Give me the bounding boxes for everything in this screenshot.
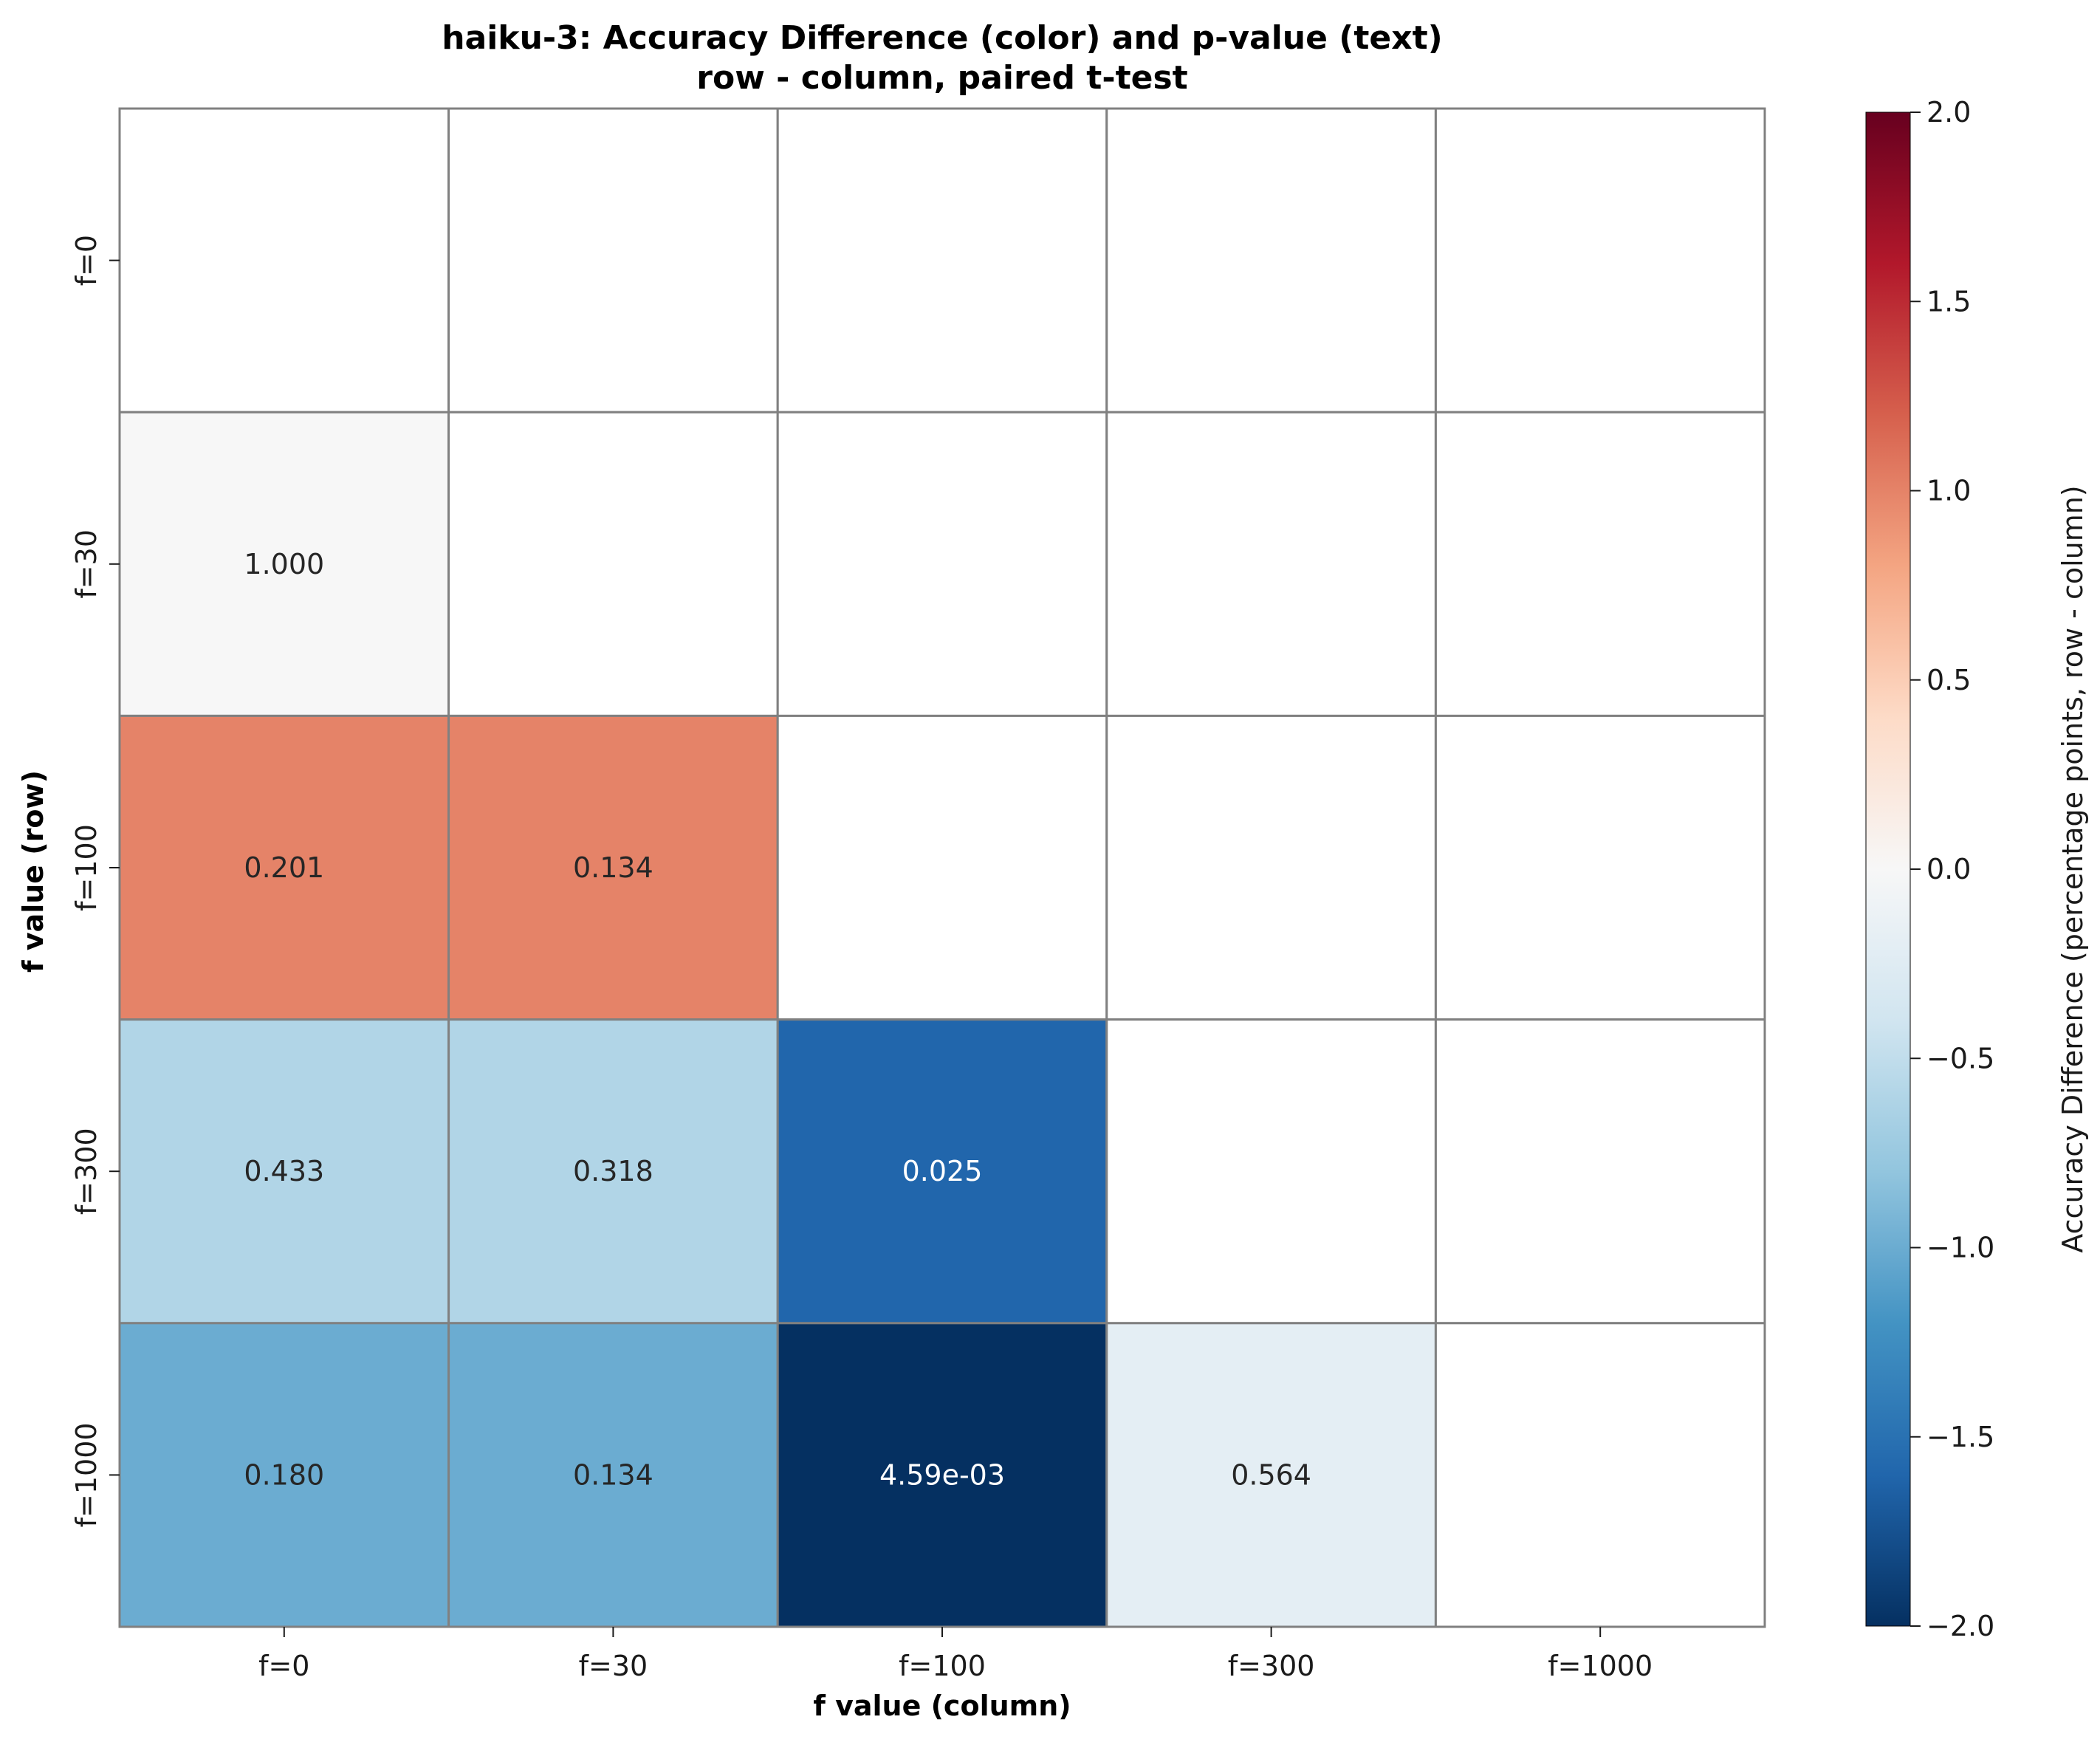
x-axis-ticks: f=0 f=30 f=100 f=300 f=1000: [258, 1627, 1653, 1682]
heatmap-cell: [447, 1018, 779, 1325]
heatmap-cell: [776, 411, 1108, 717]
y-tick-label: f=0: [70, 235, 103, 286]
x-axis-label: f value (column): [813, 1690, 1071, 1722]
cell-p-value: 0.180: [244, 1458, 324, 1491]
colorbar-tick-label: −0.5: [1926, 1042, 1994, 1074]
colorbar-label: Accuracy Difference (percentage points, …: [2056, 485, 2089, 1252]
heatmap-cell: [776, 1018, 1108, 1325]
heatmap-cell: [776, 107, 1108, 414]
heatmap-cell: [1105, 411, 1437, 717]
cell-p-value: 0.201: [244, 851, 324, 884]
heatmap-cell: [447, 1322, 779, 1628]
heatmap-cell: [1434, 411, 1766, 717]
chart-title-line2: row - column, paired t-test: [696, 59, 1187, 97]
y-tick-label: f=300: [70, 1128, 103, 1215]
cell-p-value: 0.318: [573, 1155, 653, 1187]
x-tick-label: f=30: [579, 1650, 648, 1682]
x-tick-label: f=300: [1228, 1650, 1315, 1682]
x-tick-label: f=100: [899, 1650, 986, 1682]
x-tick-label: f=1000: [1548, 1650, 1653, 1682]
heatmap-cell: [1105, 107, 1437, 414]
colorbar-ticks: 2.0 1.5 1.0 0.5 0.0 −0.5 −1.0 −1.5 −2.0: [1910, 96, 1994, 1642]
y-axis-ticks: f=0 f=30 f=100 f=300 f=1000: [70, 235, 120, 1527]
heatmap-cell: [1434, 107, 1766, 414]
heatmap-cell: [776, 714, 1108, 1021]
heatmap-cell: [447, 107, 779, 414]
heatmap-cell: [118, 1018, 450, 1325]
y-tick-label: f=100: [70, 824, 103, 911]
cell-p-value: 0.433: [244, 1155, 324, 1187]
cell-p-value: 0.564: [1231, 1458, 1311, 1491]
heatmap-cells: 1.000 0.201 0.134 0.433 0.318 0.025 0.180 0.134…: [118, 107, 1766, 1628]
heatmap-cell: [1105, 714, 1437, 1021]
heatmap-cell: [1105, 1018, 1437, 1325]
y-tick-label: f=30: [70, 529, 103, 599]
heatmap-cell: [1434, 1322, 1766, 1628]
heatmap-cell: [447, 714, 779, 1021]
heatmap-cell: [447, 411, 779, 717]
cell-p-value: 0.134: [573, 851, 653, 884]
colorbar-tick-label: 1.5: [1926, 285, 1971, 318]
colorbar-tick-label: 1.0: [1926, 475, 1971, 507]
colorbar-tick-label: −1.0: [1926, 1232, 1994, 1264]
heatmap-cell: [118, 411, 450, 717]
y-tick-label: f=1000: [70, 1422, 103, 1527]
chart-title-line1: haiku-3: Accuracy Difference (color) and…: [442, 19, 1443, 57]
cell-p-value: 1.000: [244, 548, 324, 580]
heatmap-cell: [1434, 1018, 1766, 1325]
heatmap-cell: [1105, 1322, 1437, 1628]
cell-p-value: 4.59e-03: [879, 1458, 1005, 1491]
colorbar: 2.0 1.5 1.0 0.5 0.0 −0.5 −1.0 −1.5 −2.0 Accuracy…: [1865, 96, 2089, 1642]
colorbar-tick-label: 2.0: [1926, 96, 1971, 128]
heatmap-cell: [1434, 714, 1766, 1021]
colorbar-tick-label: −2.0: [1926, 1610, 1994, 1642]
colorbar-tick-label: −1.5: [1926, 1421, 1994, 1453]
colorbar-gradient: [1865, 112, 1911, 1627]
x-tick-label: f=0: [258, 1650, 309, 1682]
y-axis-label: f value (row): [17, 770, 49, 973]
heatmap-cell: [118, 714, 450, 1021]
cell-p-value: 0.134: [573, 1458, 653, 1491]
cell-p-value: 0.025: [902, 1155, 983, 1187]
colorbar-tick-label: 0.5: [1926, 664, 1971, 696]
colorbar-tick-label: 0.0: [1926, 853, 1971, 885]
heatmap-cell: [118, 107, 450, 414]
